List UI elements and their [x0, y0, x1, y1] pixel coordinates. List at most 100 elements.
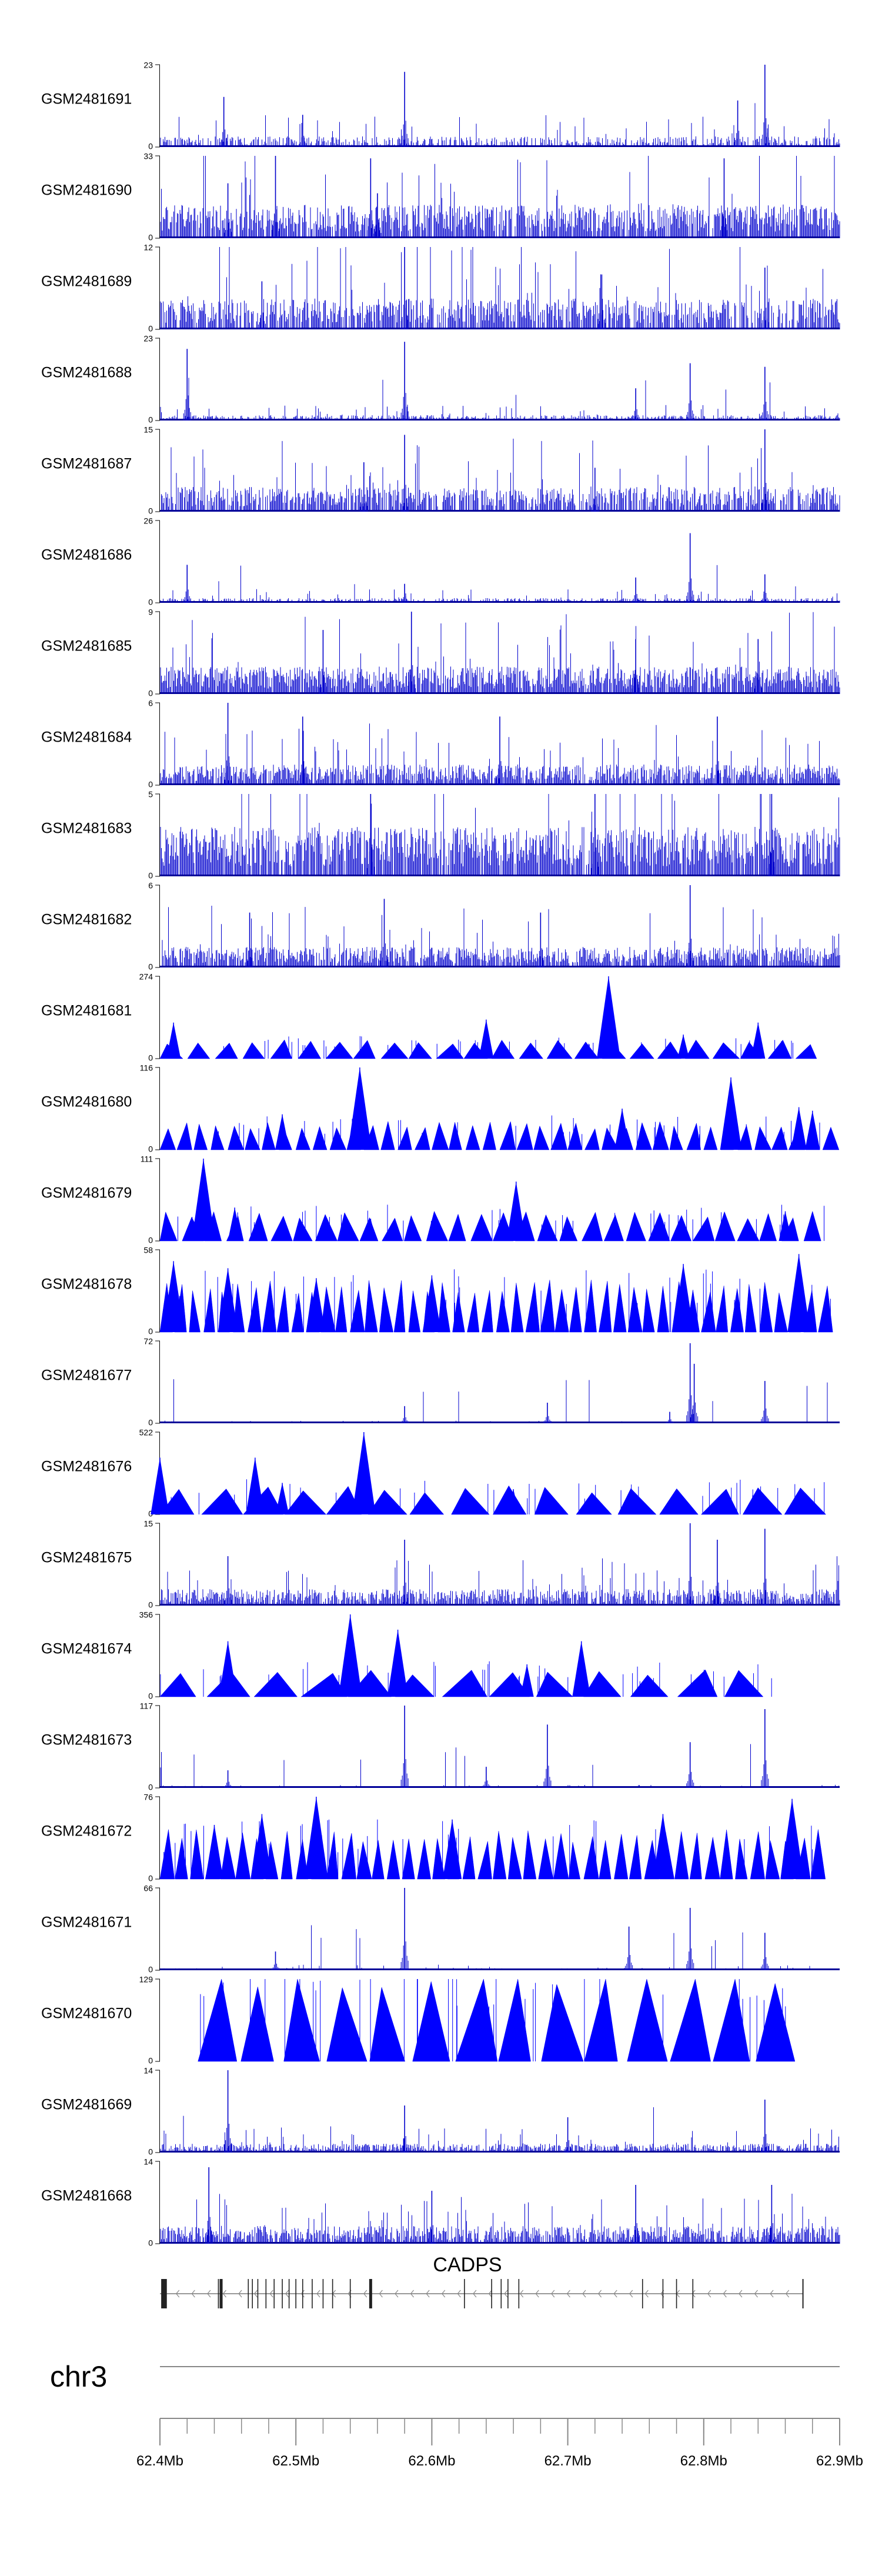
exon: [507, 2279, 509, 2308]
y-tick-label-max: 6: [148, 699, 153, 708]
track-GSM2481688: GSM2481688 23 0: [41, 334, 840, 425]
track-label: GSM2481672: [41, 1823, 132, 1840]
chromosome-label: chr3: [50, 2360, 107, 2393]
exon: [332, 2279, 333, 2308]
y-tick-label-zero: 0: [148, 1691, 153, 1701]
exon: [295, 2279, 296, 2308]
track-label: GSM2481675: [41, 1550, 132, 1566]
exon: [500, 2279, 502, 2308]
track-label: GSM2481680: [41, 1094, 132, 1110]
coverage-bars: [161, 438, 840, 512]
strand-arrow: [723, 2290, 727, 2298]
x-tick-label: 62.6Mb: [408, 2453, 455, 2469]
coverage-baseline: [160, 1968, 840, 1970]
y-tick-label-max: 6: [148, 881, 153, 890]
coverage-triangles: [159, 1210, 821, 1242]
strand-arrow: [754, 2290, 758, 2298]
track-GSM2481690: GSM2481690 33 0: [41, 152, 840, 242]
track-label: GSM2481676: [41, 1459, 132, 1475]
exon: [464, 2279, 465, 2308]
y-tick-label-zero: 0: [148, 1327, 153, 1336]
y-tick-label-zero: 0: [148, 689, 153, 698]
y-tick-label-max: 26: [143, 516, 153, 526]
strand-arrow: [739, 2290, 743, 2298]
track-GSM2481668: GSM2481668 14 0: [41, 2157, 840, 2248]
x-tick-label: 62.7Mb: [544, 2453, 592, 2469]
coverage-baseline: [160, 692, 840, 694]
exon: [662, 2279, 664, 2308]
exon: [491, 2279, 492, 2308]
coverage-baseline: [160, 966, 840, 967]
track-GSM2481684: GSM2481684 6 0: [41, 699, 840, 789]
y-tick-label-zero: 0: [148, 780, 153, 789]
track-label: GSM2481690: [41, 182, 132, 199]
y-tick-label-max: 15: [143, 1519, 153, 1529]
coverage-baseline: [160, 236, 840, 238]
track-GSM2481677: GSM2481677 72 0: [41, 1337, 840, 1427]
y-tick-label-zero: 0: [148, 142, 153, 151]
coverage-bars: [165, 1379, 833, 1423]
track-label: GSM2481669: [41, 2097, 132, 2113]
track-label: GSM2481685: [41, 638, 132, 655]
coverage-bars: [160, 2107, 839, 2153]
exon: [349, 2279, 351, 2308]
x-tick-label: 62.5Mb: [272, 2453, 319, 2469]
y-tick-label-max: 72: [143, 1337, 153, 1346]
exon: [369, 2279, 372, 2308]
y-tick-label-max: 12: [143, 243, 153, 252]
y-tick-label-zero: 0: [148, 2147, 153, 2157]
track-label: GSM2481683: [41, 820, 132, 837]
strand-arrow: [379, 2290, 383, 2298]
strand-arrow: [613, 2290, 617, 2298]
track-GSM2481686: GSM2481686 26 0: [41, 516, 840, 607]
y-tick-label-zero: 0: [148, 2238, 153, 2248]
x-tick-label: 62.9Mb: [816, 2453, 863, 2469]
y-tick-label-zero: 0: [148, 2056, 153, 2066]
strand-arrow: [316, 2290, 320, 2298]
strand-arrow: [691, 2290, 696, 2298]
coverage-triangles: [159, 1485, 827, 1515]
track-label: GSM2481670: [41, 2006, 132, 2022]
y-tick-label-zero: 0: [148, 962, 153, 972]
y-tick-label-zero: 0: [148, 1053, 153, 1063]
track-GSM2481675: GSM2481675 15 0: [41, 1519, 840, 1610]
y-tick-label-zero: 0: [148, 1600, 153, 1610]
y-tick-label-max: 9: [148, 608, 153, 617]
track-GSM2481669: GSM2481669 14 0: [41, 2066, 840, 2157]
coverage-triangles: [159, 1669, 764, 1697]
coverage-bars: [162, 906, 840, 967]
coverage-baseline: [160, 601, 840, 603]
coverage-bars: [160, 156, 840, 238]
y-tick-label-zero: 0: [148, 233, 153, 242]
track-label: GSM2481686: [41, 547, 132, 563]
strand-arrow: [488, 2290, 492, 2298]
track-label: GSM2481668: [41, 2188, 132, 2204]
y-tick-label-zero: 0: [148, 1144, 153, 1154]
strand-arrow: [785, 2290, 790, 2298]
exon: [265, 2279, 267, 2308]
chromosome-track: chr3: [50, 2360, 840, 2393]
coverage-baseline: [160, 1422, 840, 1423]
exon: [518, 2279, 520, 2308]
strand-arrow: [253, 2290, 258, 2298]
y-tick-label-max: 23: [143, 334, 153, 343]
strand-arrow: [285, 2290, 289, 2298]
exon: [219, 2279, 223, 2308]
x-tick-label: 62.4Mb: [136, 2453, 183, 2469]
coverage-spikes: [178, 1204, 824, 1241]
y-tick-label-max: 33: [143, 152, 153, 161]
gene-track: CADPS: [160, 2254, 804, 2308]
strand-arrow: [519, 2290, 524, 2298]
track-GSM2481689: GSM2481689 12 0: [41, 243, 840, 333]
track-GSM2481683: GSM2481683 5 0: [41, 790, 840, 880]
strand-arrow: [441, 2290, 446, 2298]
y-tick-label-max: 23: [143, 61, 153, 70]
strand-arrow: [551, 2290, 555, 2298]
track-GSM2481681: GSM2481681 274 0: [41, 972, 817, 1063]
track-label: GSM2481674: [41, 1641, 132, 1657]
coverage-bars: [160, 565, 840, 603]
coverage-bars: [160, 794, 840, 876]
strand-arrow: [770, 2290, 774, 2298]
y-tick-label-max: 14: [143, 2157, 153, 2167]
